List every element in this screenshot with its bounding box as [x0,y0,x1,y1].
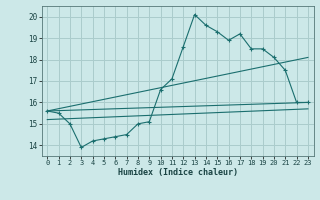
X-axis label: Humidex (Indice chaleur): Humidex (Indice chaleur) [118,168,237,177]
